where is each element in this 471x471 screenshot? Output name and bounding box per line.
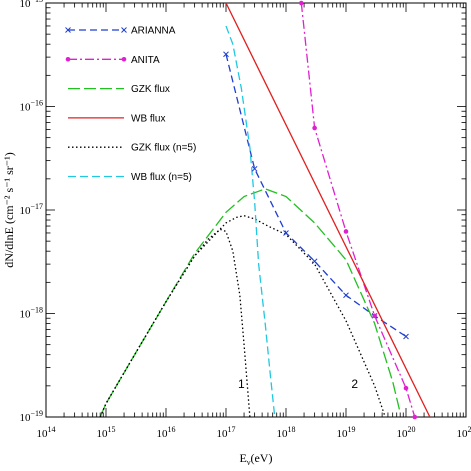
legend-marker <box>65 57 71 62</box>
x-axis-title-main: E <box>240 451 247 465</box>
series-line-gzk-flux-n5-low <box>99 228 251 417</box>
legend-item-gzk-flux: GZK flux <box>68 84 170 95</box>
legend-marker <box>121 57 127 62</box>
y-tick-label: 10−16 <box>19 99 43 114</box>
x-tick-label: 1019 <box>337 425 356 440</box>
data-point-arianna <box>311 258 318 265</box>
x-tick-label: 1014 <box>37 425 56 440</box>
x-axis-title-unit: (eV) <box>250 451 272 465</box>
data-point-anita <box>343 229 349 234</box>
legend-label: WB flux (n=5) <box>131 172 192 183</box>
data-point-arianna <box>251 165 258 172</box>
series-line-wb-flux <box>225 3 431 417</box>
legend-label: WB flux <box>131 113 165 124</box>
series-markers <box>223 0 418 420</box>
legend-marker <box>121 27 127 33</box>
y-tick-label: 10−18 <box>19 306 43 321</box>
data-point-arianna <box>343 292 349 299</box>
legend-label: GZK flux (n=5) <box>131 143 196 154</box>
axis-ticks <box>45 2 467 418</box>
series-line-gzk-flux <box>99 188 401 417</box>
data-point-arianna <box>223 51 229 58</box>
data-point-anita <box>403 385 409 391</box>
x-tick-label: 1020 <box>397 425 416 440</box>
legend-item-wb-flux: WB flux <box>68 113 165 124</box>
x-tick-label: 1016 <box>157 425 176 440</box>
data-point-anita <box>372 313 377 319</box>
y-tick-label: 10−15 <box>19 0 43 10</box>
data-point-arianna <box>403 333 409 340</box>
series-line-wb-flux-n-5 <box>225 25 276 417</box>
x-axis-title: Eν(eV) <box>240 451 273 467</box>
x-tick-label: 1015 <box>97 425 116 440</box>
y-tick-label: 10−19 <box>19 409 43 424</box>
series-line-gzk-flux-n-5 <box>99 215 386 417</box>
curve-annotation: 1 <box>238 377 245 391</box>
legend-marker <box>65 27 71 33</box>
legend-label: GZK flux <box>131 84 170 95</box>
x-tick-label: 1017 <box>217 425 236 440</box>
series-line-anita <box>300 3 416 417</box>
data-point-anita <box>312 125 317 131</box>
data-point-arianna <box>283 230 289 236</box>
curve-annotation: 2 <box>351 377 358 391</box>
legend-item-gzk-flux-n-5: GZK flux (n=5) <box>68 143 196 154</box>
legend-item-anita: ANITA <box>65 55 160 66</box>
x-tick-label: 1018 <box>277 425 296 440</box>
series-line-arianna <box>225 54 407 338</box>
legend-item-arianna: ARIANNA <box>65 26 176 37</box>
x-axis-title-sub: ν <box>247 458 251 467</box>
legend: ARIANNA ANITA GZK flux WB flux GZK flux (n=5… <box>65 26 196 183</box>
data-point-anita <box>412 414 418 420</box>
legend-label: ANITA <box>131 55 160 66</box>
legend-item-wb-flux-n-5: WB flux (n=5) <box>68 172 192 183</box>
data-point-anita <box>299 0 304 6</box>
y-axis-title: dN/dlnE (cm⁻² s⁻¹ sr⁻¹) <box>2 152 16 267</box>
y-tick-label: 10−17 <box>19 202 43 217</box>
legend-label: ARIANNA <box>131 26 176 37</box>
